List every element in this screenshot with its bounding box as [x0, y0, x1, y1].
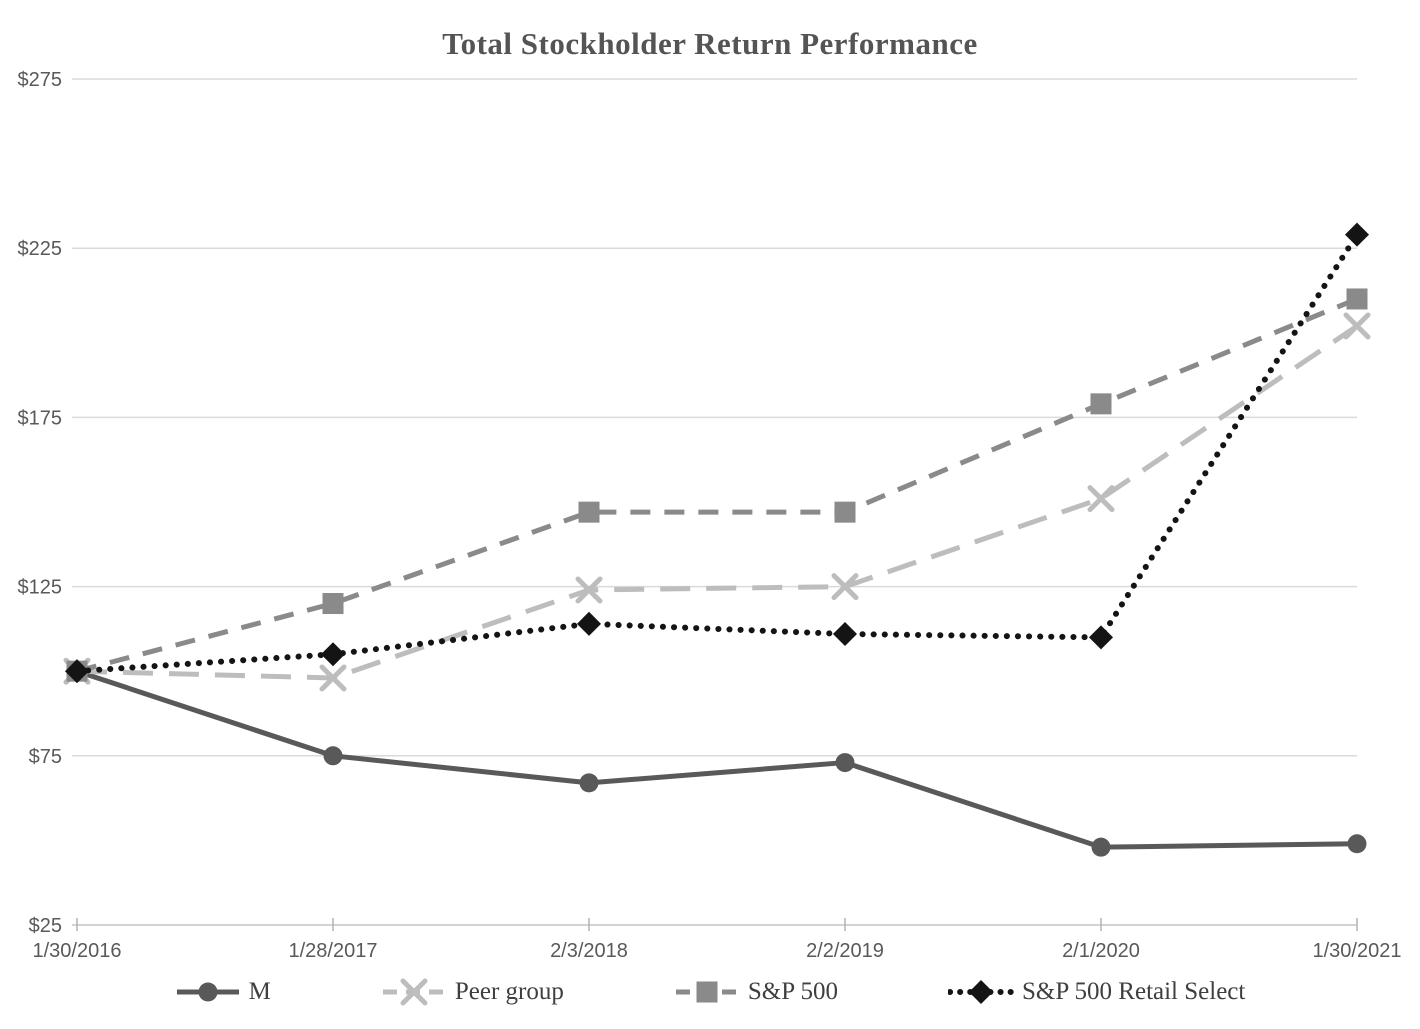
x-axis-tick-label: 2/3/2018: [550, 940, 628, 962]
y-axis-tick-label: $75: [29, 746, 62, 768]
diamond-marker-icon: [1344, 222, 1370, 247]
legend-item-peer-group: Peer group: [381, 978, 564, 1006]
series-line-s-p-500: [76, 296, 1358, 674]
x-marker-icon: [575, 576, 603, 604]
square-marker-icon: [834, 501, 856, 523]
diamond-marker-icon: [576, 611, 602, 636]
series-peer-group: [63, 312, 1371, 692]
x-axis-tick-label: 1/30/2016: [33, 940, 122, 962]
square-marker-icon: [1346, 288, 1368, 310]
x-axis-tick-label: 2/2/2019: [806, 940, 884, 962]
x-marker-icon: [319, 664, 347, 692]
x-marker-icon: [1343, 312, 1371, 340]
sp500-series-swatch-icon: [675, 981, 738, 1003]
legend-label-sp500: S&P 500: [747, 978, 838, 1005]
series-m: [67, 661, 1367, 857]
y-axis-tick-label: $175: [18, 407, 63, 429]
square-marker-icon: [1090, 393, 1112, 415]
square-marker-icon: [696, 981, 718, 1003]
legend-item-sp500: S&P 500: [674, 978, 838, 1006]
x-axis-tick-label: 1/28/2017: [289, 940, 378, 962]
y-axis-tick-label: $275: [18, 69, 63, 91]
y-axis-tick-label: $25: [29, 915, 62, 937]
circle-marker-icon: [198, 982, 218, 1002]
chart-legend: M Peer group S&P 500 S&P 500 Retail Sele…: [0, 978, 1420, 1006]
y-axis-tick-label: $125: [18, 577, 63, 599]
x-axis-tick-label: 2/1/2020: [1062, 940, 1140, 962]
diamond-marker-icon: [968, 979, 993, 1005]
chart-title: Total Stockholder Return Performance: [442, 26, 978, 61]
series-line-peer-group: [76, 323, 1359, 681]
circle-marker-icon: [835, 753, 855, 773]
circle-marker-icon: [1091, 837, 1111, 857]
legend-item-m: M: [175, 978, 271, 1006]
circle-marker-icon: [323, 746, 343, 766]
x-marker-icon: [400, 978, 428, 1006]
legend-item-sp500-retail-select: S&P 500 Retail Select: [947, 978, 1246, 1006]
circle-marker-icon: [1347, 834, 1367, 854]
legend-label-m: M: [248, 978, 271, 1005]
legend-label-sp500-retail-select: S&P 500 Retail Select: [1021, 978, 1246, 1005]
diamond-marker-icon: [832, 621, 858, 646]
square-marker-icon: [578, 501, 600, 523]
diamond-marker-icon: [320, 642, 346, 667]
circle-marker-icon: [579, 773, 599, 793]
series-s-p-500-retail-select: [64, 222, 1370, 684]
square-marker-icon: [322, 593, 344, 615]
y-axis-tick-label: $225: [18, 238, 63, 260]
series-line-m: [76, 668, 1358, 850]
series-s-p-500: [66, 288, 1368, 682]
diamond-marker-icon: [1088, 625, 1114, 650]
peer-group-series-swatch-icon: [382, 978, 445, 1006]
m-series-swatch-icon: [176, 982, 239, 1002]
x-marker-icon: [831, 573, 859, 601]
x-axis-tick-label: 1/30/2021: [1313, 940, 1402, 962]
legend-label-peer-group: Peer group: [454, 978, 564, 1005]
sp500-retail-select-series-swatch-icon: [947, 979, 1014, 1005]
series-line-s-p-500-retail-select: [74, 231, 1360, 675]
x-marker-icon: [1087, 485, 1115, 513]
